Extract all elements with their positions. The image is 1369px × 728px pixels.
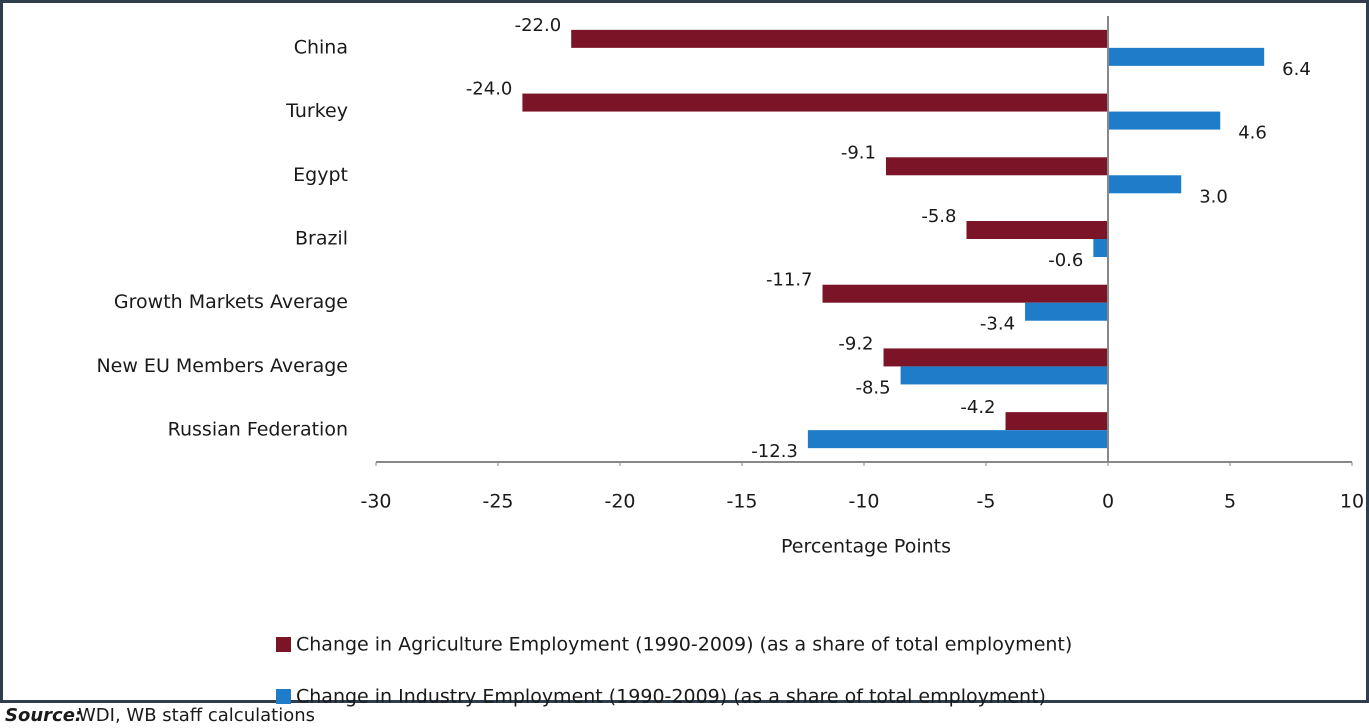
value-label: -24.0 bbox=[466, 79, 513, 100]
bar bbox=[522, 93, 1108, 112]
value-label: 6.4 bbox=[1282, 59, 1311, 80]
x-tick-label: 10 bbox=[1340, 491, 1364, 513]
category-label: New EU Members Average bbox=[96, 355, 348, 377]
category-label: Russian Federation bbox=[168, 419, 348, 441]
x-tick-label: 0 bbox=[1102, 491, 1114, 513]
bar bbox=[885, 157, 1108, 176]
value-label: -9.1 bbox=[841, 142, 876, 163]
category-label: Turkey bbox=[285, 100, 348, 122]
bar bbox=[1108, 175, 1182, 194]
frame bbox=[0, 0, 1369, 703]
value-label: -8.5 bbox=[855, 377, 890, 398]
category-label: Egypt bbox=[293, 164, 348, 186]
value-label: 3.0 bbox=[1199, 186, 1228, 207]
bar bbox=[807, 430, 1108, 449]
value-label: -3.4 bbox=[980, 314, 1015, 335]
category-label: Brazil bbox=[295, 228, 348, 250]
value-label: -5.8 bbox=[921, 206, 956, 227]
bar bbox=[822, 284, 1108, 303]
bar bbox=[571, 29, 1108, 48]
bar bbox=[883, 348, 1108, 367]
x-tick-label: -15 bbox=[726, 491, 757, 513]
value-label: -4.2 bbox=[960, 397, 995, 418]
bar bbox=[966, 221, 1108, 239]
value-label: 4.6 bbox=[1238, 123, 1267, 144]
value-label: -22.0 bbox=[515, 15, 562, 36]
legend-swatch bbox=[276, 689, 291, 704]
category-label: China bbox=[294, 36, 348, 58]
legend-swatch bbox=[276, 637, 291, 652]
x-tick-label: 5 bbox=[1224, 491, 1236, 513]
bar bbox=[1025, 302, 1108, 321]
bar bbox=[1005, 412, 1108, 431]
category-label: Growth Markets Average bbox=[114, 291, 348, 313]
bar bbox=[1108, 47, 1265, 66]
x-tick-label: -10 bbox=[848, 491, 879, 513]
value-label: -9.2 bbox=[838, 333, 873, 354]
legend-label: Change in Industry Employment (1990-2009… bbox=[296, 686, 1046, 708]
source-label: Source: bbox=[5, 705, 82, 726]
x-tick-label: -20 bbox=[604, 491, 635, 513]
legend-label: Change in Agriculture Employment (1990-2… bbox=[296, 634, 1072, 656]
bar bbox=[1093, 239, 1108, 257]
source-text: WDI, WB staff calculations bbox=[78, 705, 315, 726]
x-tick-label: -25 bbox=[482, 491, 513, 513]
x-tick-label: -5 bbox=[977, 491, 996, 513]
bar bbox=[1108, 111, 1221, 130]
value-label: -11.7 bbox=[766, 270, 813, 291]
x-axis-label: Percentage Points bbox=[781, 536, 951, 558]
bar bbox=[900, 366, 1108, 385]
value-label: -12.3 bbox=[751, 441, 798, 462]
x-tick-label: -30 bbox=[360, 491, 391, 513]
value-label: -0.6 bbox=[1048, 250, 1083, 271]
